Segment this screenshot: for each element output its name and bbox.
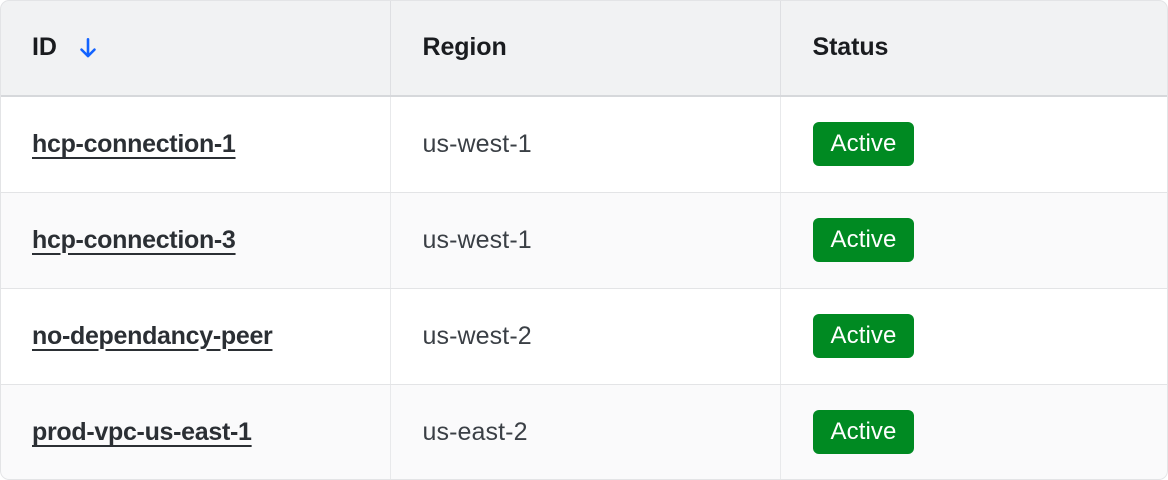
arrow-down-icon[interactable]: [75, 35, 101, 61]
status-badge: Active: [812, 314, 915, 358]
cell-region: us-west-2: [390, 288, 781, 385]
cell-status: Active: [780, 288, 1168, 385]
connection-id-link[interactable]: hcp-connection-1: [32, 129, 236, 158]
cell-region: us-west-1: [390, 96, 781, 193]
cell-status: Active: [780, 96, 1168, 193]
status-badge: Active: [812, 218, 915, 262]
table-header-row: ID Region: [0, 0, 1168, 97]
cell-id: prod-vpc-us-east-1: [0, 384, 391, 480]
table-header: ID Region: [0, 0, 1168, 97]
region-value: us-east-2: [422, 417, 528, 446]
table-row: prod-vpc-us-east-1 us-east-2 Active: [0, 384, 1168, 480]
column-header-region-label: Region: [422, 33, 507, 61]
cell-region: us-east-2: [390, 384, 781, 480]
table-body: hcp-connection-1 us-west-1 Active hcp-co…: [0, 96, 1168, 480]
column-header-status[interactable]: Status: [780, 0, 1168, 97]
region-value: us-west-2: [422, 321, 532, 350]
column-header-region[interactable]: Region: [390, 0, 781, 97]
table-row: hcp-connection-1 us-west-1 Active: [0, 96, 1168, 193]
cell-id: hcp-connection-1: [0, 96, 391, 193]
cell-id: no-dependancy-peer: [0, 288, 391, 385]
table-row: no-dependancy-peer us-west-2 Active: [0, 288, 1168, 385]
status-badge: Active: [812, 122, 915, 167]
cell-id: hcp-connection-3: [0, 192, 391, 289]
column-header-status-label: Status: [812, 33, 889, 61]
connection-id-link[interactable]: hcp-connection-3: [32, 225, 236, 254]
connection-id-link[interactable]: no-dependancy-peer: [32, 321, 273, 350]
connection-id-link[interactable]: prod-vpc-us-east-1: [32, 417, 252, 446]
cell-region: us-west-1: [390, 192, 781, 289]
column-header-id-label: ID: [32, 33, 57, 61]
region-value: us-west-1: [422, 129, 532, 158]
column-header-id[interactable]: ID: [0, 0, 391, 97]
status-badge: Active: [812, 410, 915, 455]
region-value: us-west-1: [422, 225, 532, 254]
table-row: hcp-connection-3 us-west-1 Active: [0, 192, 1168, 289]
cell-status: Active: [780, 384, 1168, 480]
cell-status: Active: [780, 192, 1168, 289]
